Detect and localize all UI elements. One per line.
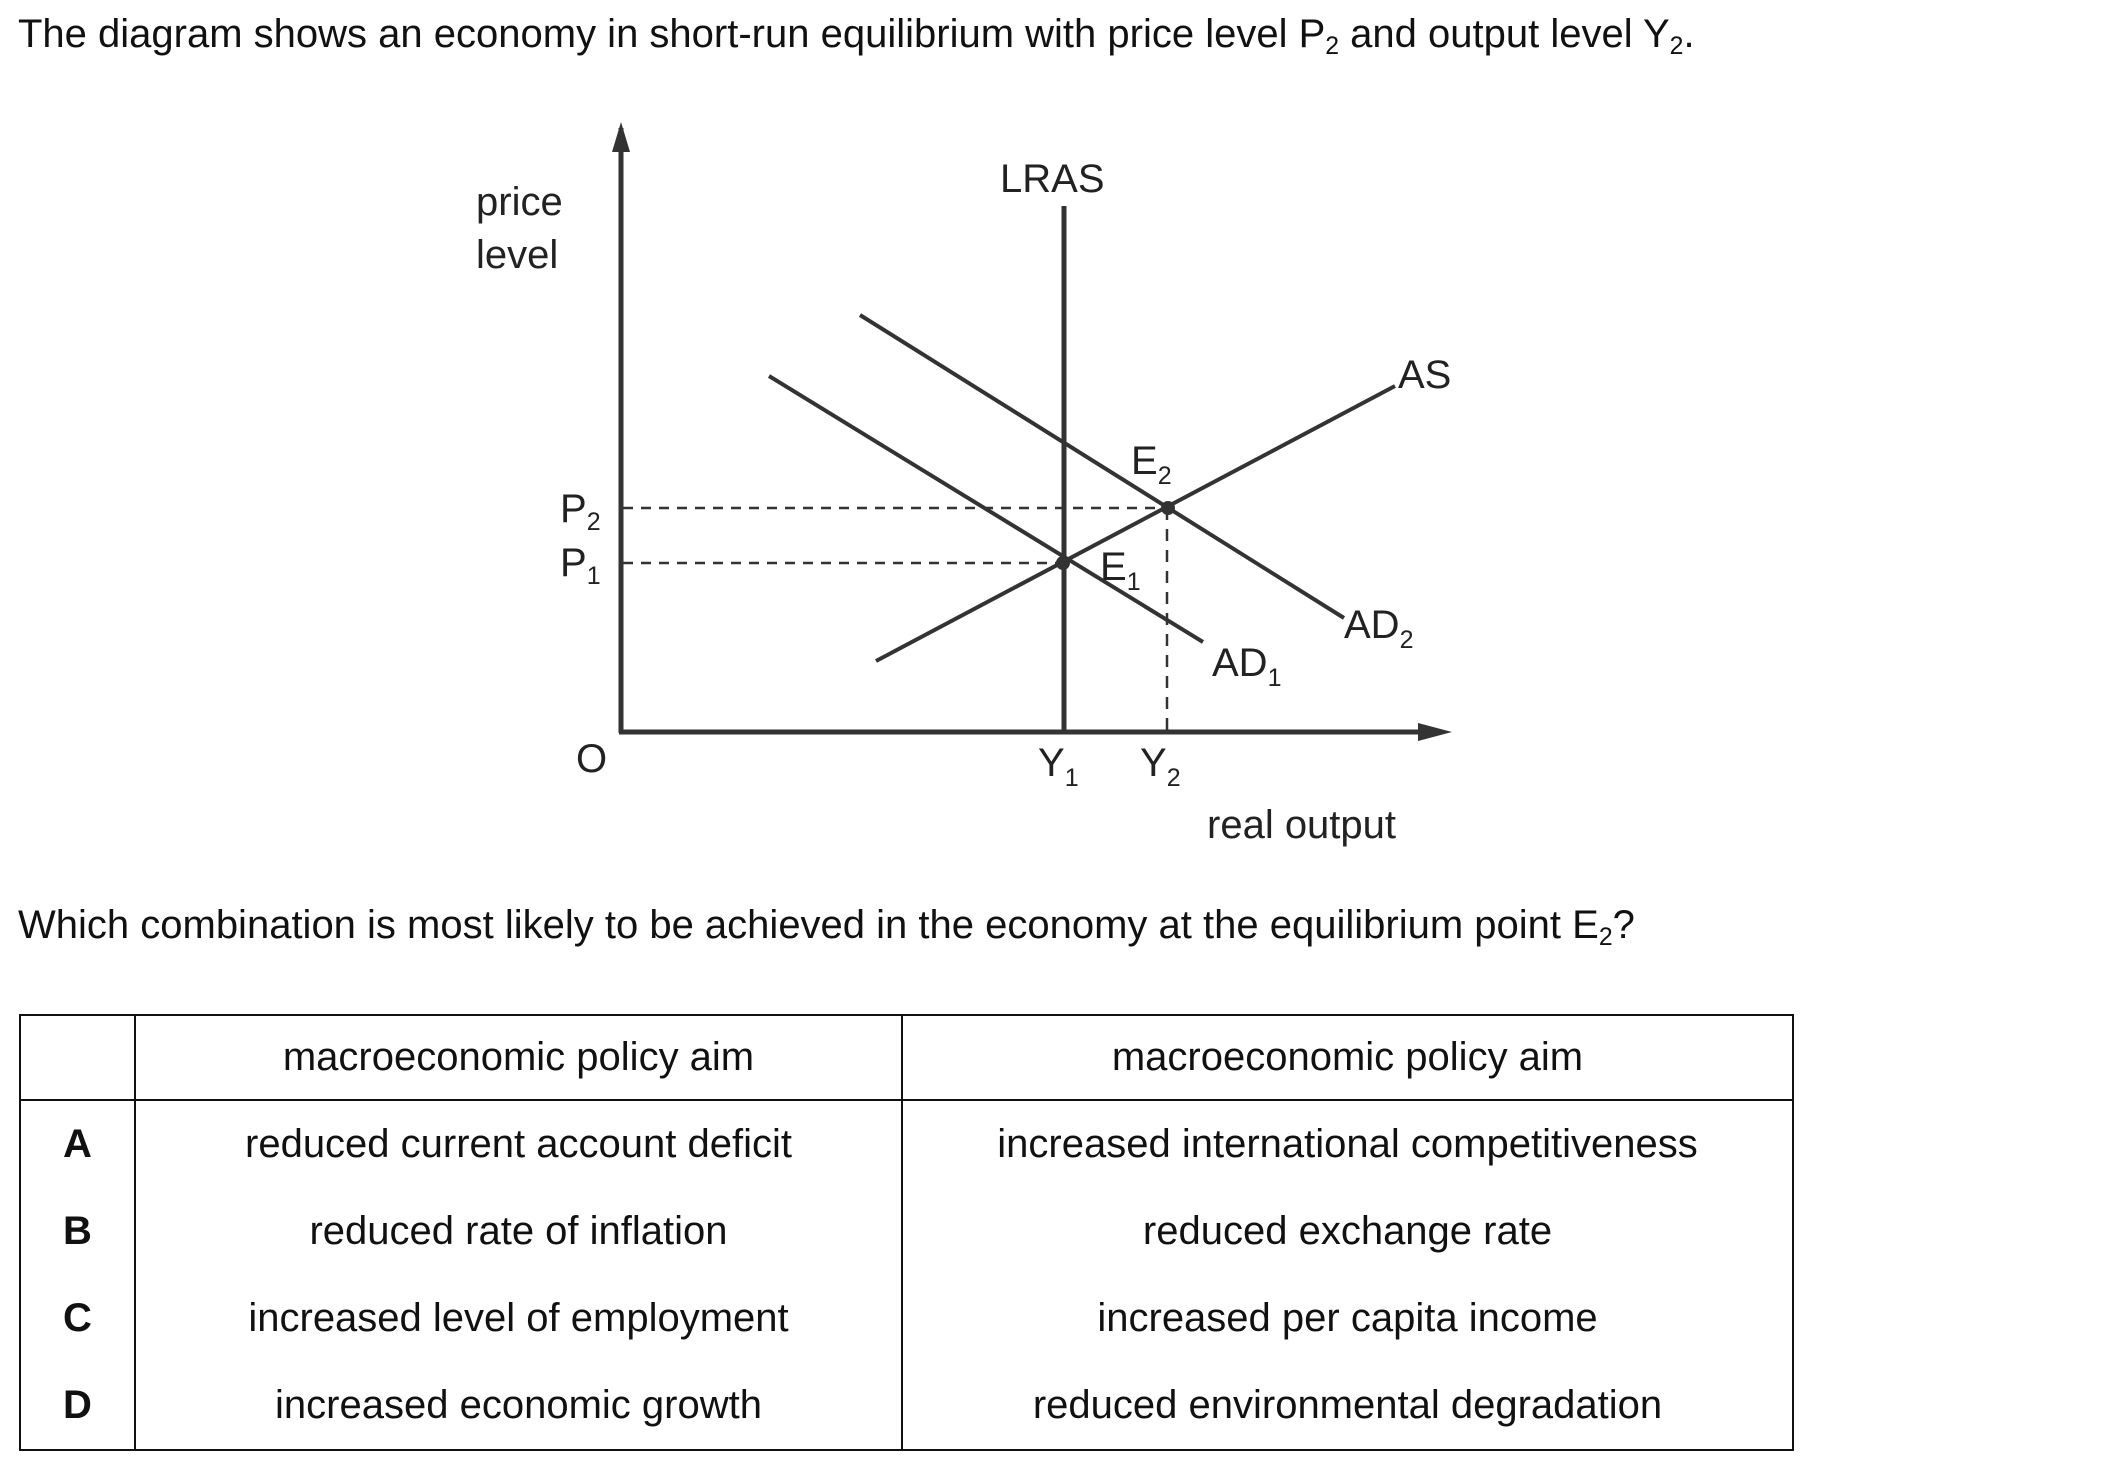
question-part-2: ? — [1612, 903, 1635, 947]
intro-part-3: . — [1683, 12, 1695, 56]
e1-main: E — [1100, 545, 1127, 589]
ad-as-diagram: price level LRAS AS O real output P2 P1 … — [476, 122, 1452, 847]
intro-part-1: The diagram shows an economy in short-ru… — [18, 12, 1326, 56]
y-axis-label-line2: level — [476, 233, 558, 277]
ad2-sub: 2 — [1400, 626, 1414, 654]
option-row-a[interactable]: A reduced current account deficit increa… — [19, 1100, 1794, 1188]
x-axis-label: real output — [1207, 803, 1396, 847]
option-aim-2: reduced exchange rate — [901, 1188, 1794, 1275]
ad2-label: AD2 — [1344, 603, 1413, 654]
e2-point — [1161, 501, 1175, 515]
e2-main: E — [1131, 439, 1158, 483]
option-row-d[interactable]: D increased economic growth reduced envi… — [19, 1362, 1794, 1451]
question-subscript: 2 — [1598, 923, 1613, 951]
y2-label: Y2 — [1140, 741, 1181, 792]
table-header-row: macroeconomic policy aim macroeconomic p… — [19, 1014, 1794, 1101]
p2-sub: 2 — [587, 508, 601, 536]
e2-sub: 2 — [1158, 462, 1172, 490]
option-aim-1: reduced current account deficit — [134, 1100, 903, 1188]
header-aim-2: macroeconomic policy aim — [901, 1014, 1794, 1101]
header-letter-cell — [19, 1014, 136, 1101]
e2-label: E2 — [1131, 439, 1172, 490]
y2-main: Y — [1140, 741, 1167, 785]
option-letter: D — [19, 1362, 136, 1451]
origin-label: O — [576, 737, 607, 781]
intro-y-subscript: 2 — [1669, 32, 1684, 60]
option-letter: C — [19, 1275, 136, 1362]
e1-label: E1 — [1100, 545, 1141, 596]
e1-point — [1056, 556, 1070, 570]
question-text: Which combination is most likely to be a… — [18, 903, 1635, 951]
y1-label: Y1 — [1038, 741, 1079, 792]
lras-label: LRAS — [1000, 157, 1105, 201]
answer-options-table: macroeconomic policy aim macroeconomic p… — [19, 1014, 1794, 1451]
intro-text: The diagram shows an economy in short-ru… — [18, 12, 1695, 60]
option-aim-2: increased international competitiveness — [901, 1100, 1794, 1188]
option-aim-2: reduced environmental degradation — [901, 1362, 1794, 1451]
as-line — [875, 384, 1396, 663]
p1-sub: 1 — [587, 562, 601, 590]
p2-main: P — [560, 487, 587, 531]
as-label: AS — [1398, 353, 1451, 397]
y2-sub: 2 — [1167, 764, 1181, 792]
option-row-b[interactable]: B reduced rate of inflation reduced exch… — [19, 1188, 1794, 1275]
y-axis-arrowhead — [612, 122, 630, 152]
option-aim-1: increased level of employment — [134, 1275, 903, 1362]
y1-sub: 1 — [1065, 764, 1079, 792]
y1-main: Y — [1038, 741, 1065, 785]
x-axis-arrowhead — [1418, 723, 1452, 741]
ad1-label: AD1 — [1212, 641, 1281, 692]
question-part-1: Which combination is most likely to be a… — [18, 903, 1599, 947]
intro-part-2: and output level Y — [1339, 12, 1670, 56]
ad2-main: AD — [1344, 603, 1400, 647]
ad2-line — [858, 313, 1346, 620]
p1-main: P — [560, 541, 587, 585]
ad1-main: AD — [1212, 641, 1268, 685]
option-aim-2: increased per capita income — [901, 1275, 1794, 1362]
option-aim-1: increased economic growth — [134, 1362, 903, 1451]
option-letter: A — [19, 1100, 136, 1188]
y-axis-label-line1: price — [476, 180, 563, 224]
option-row-c[interactable]: C increased level of employment increase… — [19, 1275, 1794, 1362]
p2-label: P2 — [560, 487, 601, 536]
ad1-line — [767, 374, 1205, 644]
p1-label: P1 — [560, 541, 601, 590]
header-aim-1: macroeconomic policy aim — [134, 1014, 903, 1101]
option-letter: B — [19, 1188, 136, 1275]
option-aim-1: reduced rate of inflation — [134, 1188, 903, 1275]
ad1-sub: 1 — [1268, 664, 1282, 692]
e1-sub: 1 — [1127, 568, 1141, 596]
intro-p-subscript: 2 — [1325, 32, 1340, 60]
